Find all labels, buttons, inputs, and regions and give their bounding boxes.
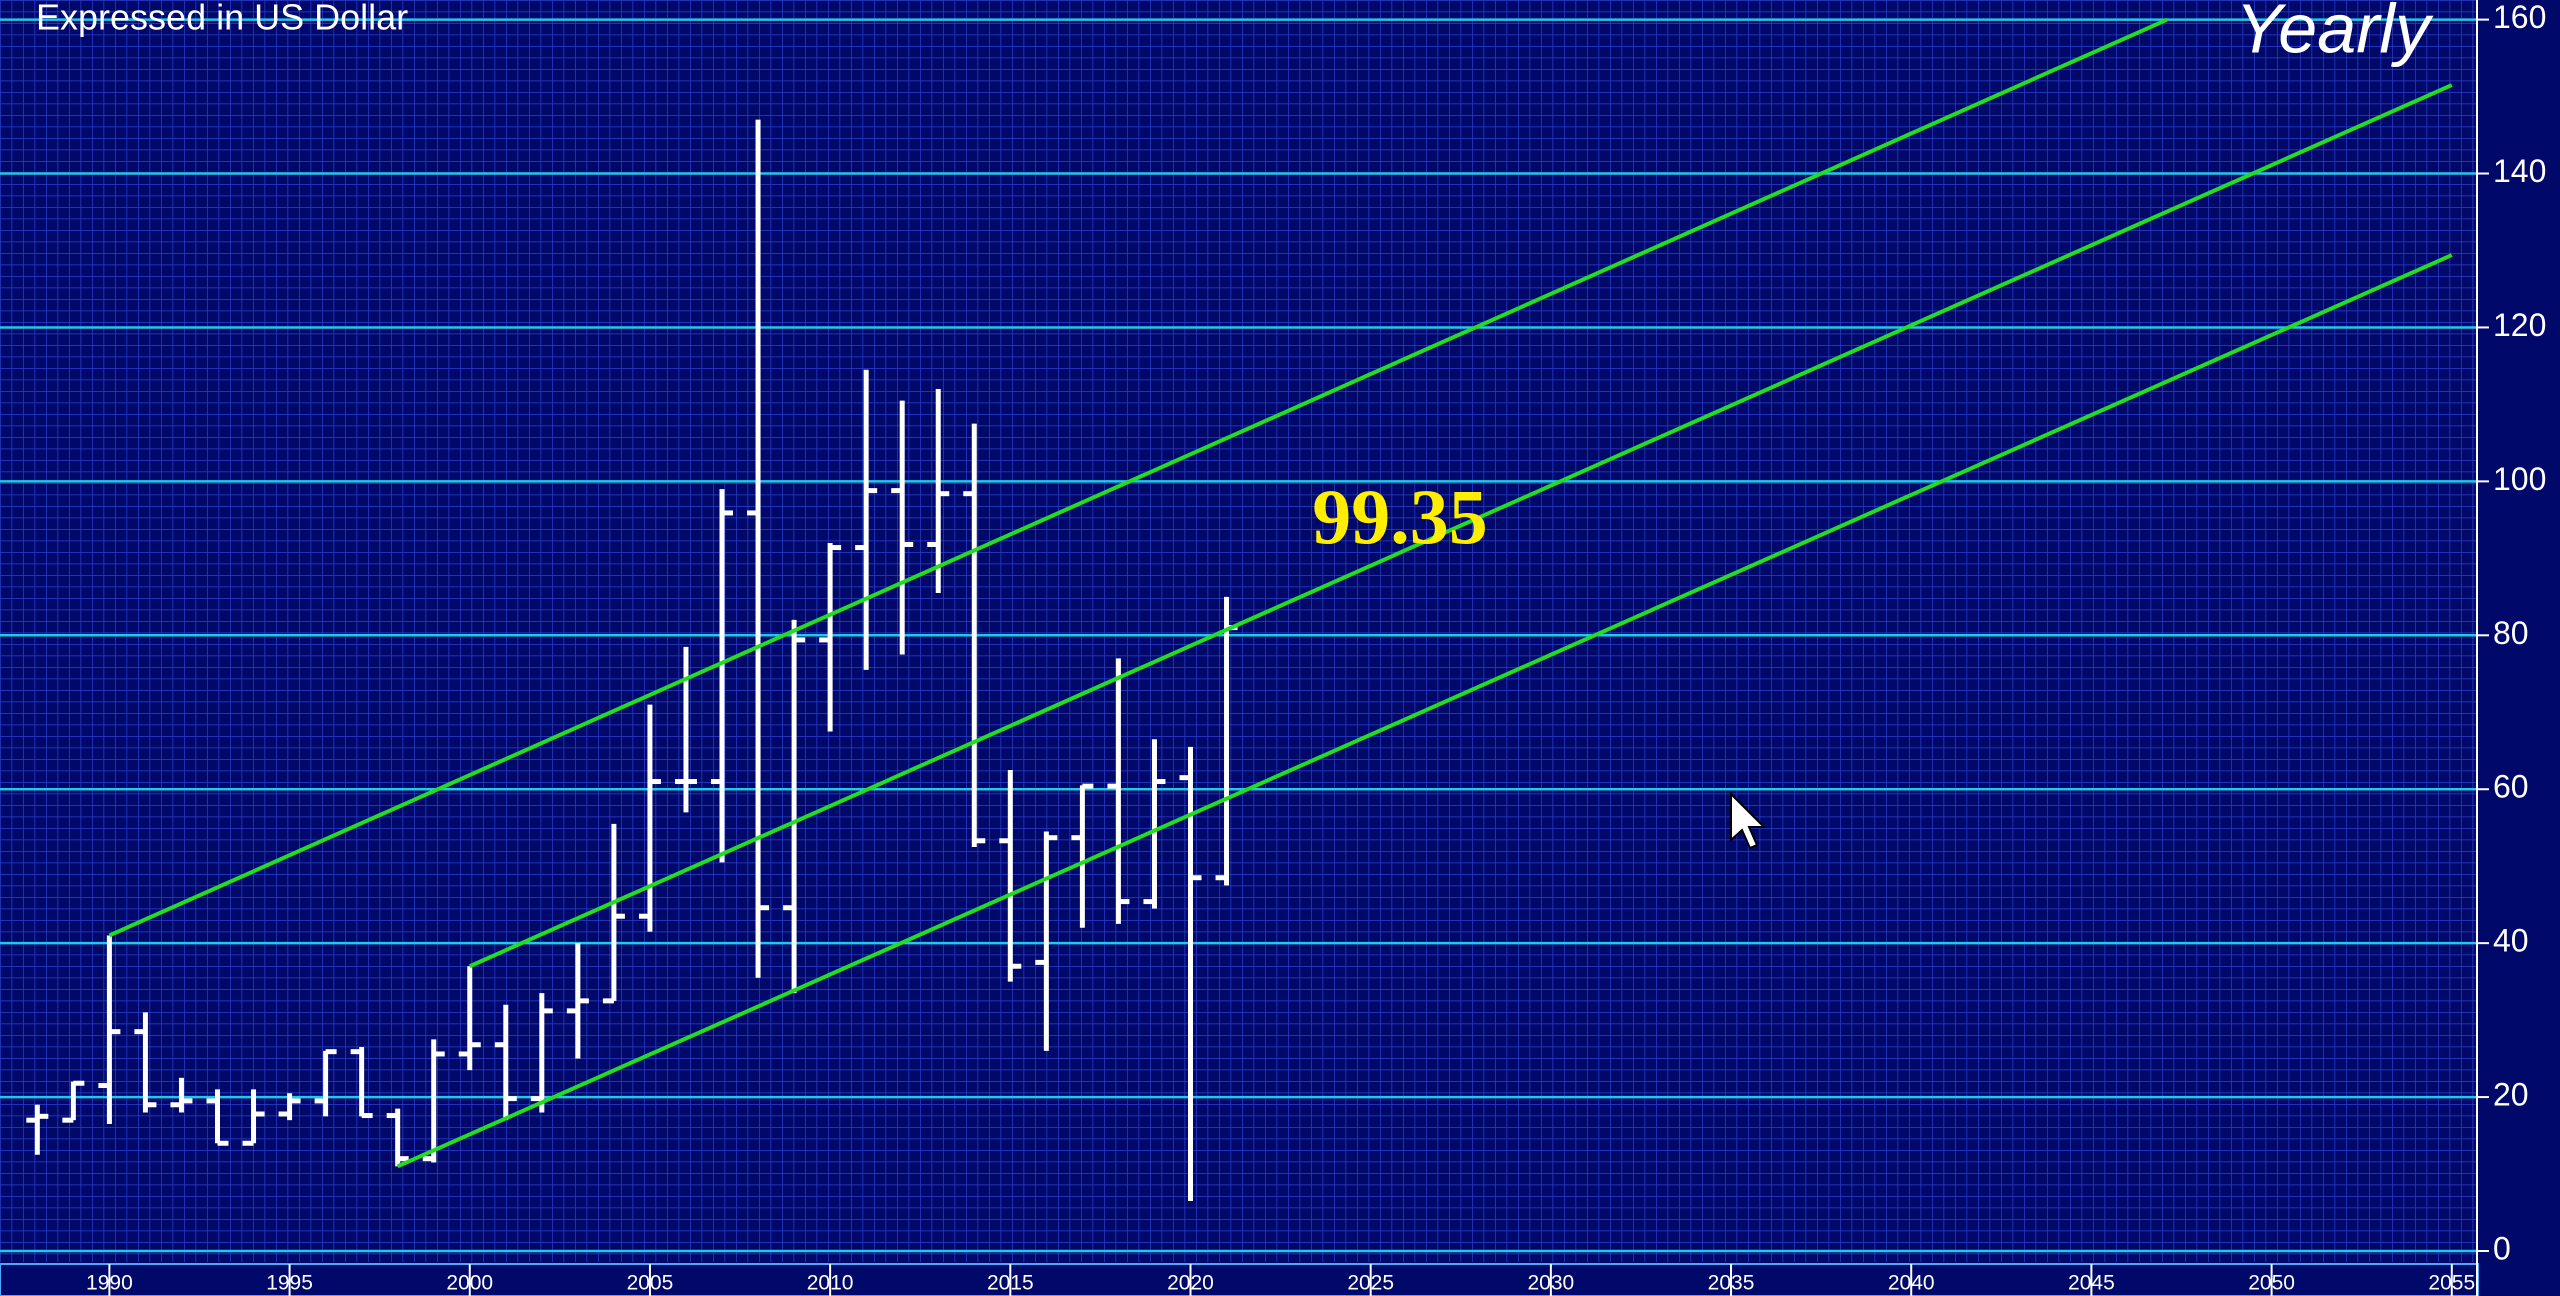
title: Yearly <box>2235 0 2434 67</box>
x-tick-label: 2020 <box>1167 1272 1214 1295</box>
channel-line <box>108 17 2168 938</box>
y-tick-label: 40 <box>2493 923 2529 959</box>
channel-line <box>396 253 2453 1169</box>
x-tick-label: 2025 <box>1347 1272 1394 1295</box>
subtitle: Expressed in US Dollar <box>36 0 408 38</box>
y-tick-label: 140 <box>2493 153 2546 189</box>
y-tick-label: 160 <box>2493 0 2546 35</box>
y-tick-label: 60 <box>2493 769 2529 805</box>
x-tick-label: 2040 <box>1888 1272 1935 1295</box>
y-tick-label: 100 <box>2493 461 2546 497</box>
x-tick-label: 2015 <box>987 1272 1034 1295</box>
x-tick-label: 1990 <box>86 1272 133 1295</box>
mouse-cursor <box>1730 791 1767 850</box>
x-tick-label: 2035 <box>1708 1272 1755 1295</box>
x-tick-label: 2045 <box>2068 1272 2115 1295</box>
x-tick-label: 2030 <box>1527 1272 1574 1295</box>
x-tick-label: 2055 <box>2428 1272 2475 1295</box>
minor-grid <box>0 0 2478 1262</box>
y-tick-label: 80 <box>2493 615 2529 651</box>
x-tick-label: 2005 <box>627 1272 674 1295</box>
y-tick-label: 120 <box>2493 307 2546 343</box>
channel-line <box>468 83 2453 969</box>
y-tick-label: 0 <box>2493 1230 2511 1266</box>
y-tick-label: 20 <box>2493 1077 2529 1113</box>
x-tick-label: 2010 <box>807 1272 854 1295</box>
x-tick-label: 2000 <box>446 1272 493 1295</box>
annotation: 99.35 <box>1312 473 1488 560</box>
x-tick-label: 2050 <box>2248 1272 2295 1295</box>
x-tick-label: 1995 <box>266 1272 313 1295</box>
